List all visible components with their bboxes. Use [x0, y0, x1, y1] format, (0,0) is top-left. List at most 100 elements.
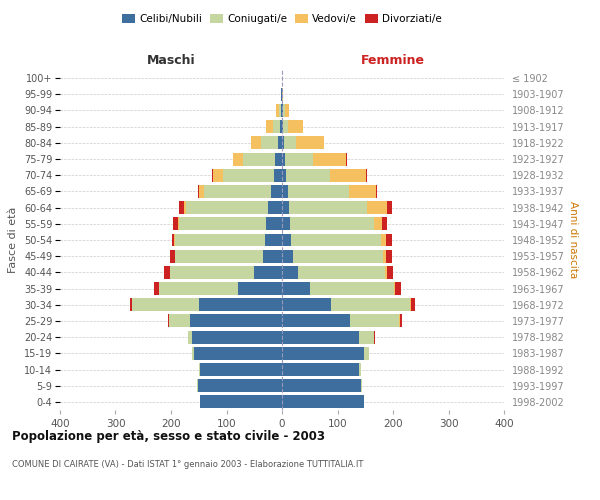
Bar	[197, 379, 282, 392]
Bar	[266, 218, 282, 230]
Bar	[159, 282, 238, 295]
Bar	[175, 234, 265, 246]
Text: Maschi: Maschi	[146, 54, 196, 67]
Bar	[200, 396, 282, 408]
Bar	[197, 185, 199, 198]
Bar	[184, 201, 186, 214]
Bar	[192, 347, 194, 360]
Bar	[361, 379, 362, 392]
Bar	[282, 88, 283, 101]
Bar	[212, 169, 223, 181]
Bar	[282, 169, 286, 181]
Bar	[238, 282, 282, 295]
Bar	[186, 201, 268, 214]
Bar	[199, 298, 282, 311]
Bar	[223, 169, 274, 181]
Bar	[282, 234, 291, 246]
Bar	[298, 266, 385, 279]
Bar	[233, 152, 243, 166]
Bar	[199, 185, 204, 198]
Bar	[364, 347, 368, 360]
Bar	[281, 104, 282, 117]
Bar	[265, 234, 282, 246]
Bar	[291, 234, 381, 246]
Bar	[243, 152, 275, 166]
Bar	[395, 282, 401, 295]
Bar	[287, 120, 303, 133]
Bar	[278, 104, 281, 117]
Bar	[376, 185, 377, 198]
Bar	[331, 298, 410, 311]
Bar	[262, 136, 278, 149]
Bar	[282, 282, 310, 295]
Text: Popolazione per età, sesso e stato civile - 2003: Popolazione per età, sesso e stato civil…	[12, 430, 325, 443]
Bar	[170, 266, 254, 279]
Bar	[190, 314, 282, 328]
Bar	[346, 152, 347, 166]
Bar	[411, 298, 415, 311]
Bar	[286, 152, 313, 166]
Bar	[359, 330, 374, 344]
Bar	[132, 298, 199, 311]
Bar	[367, 201, 388, 214]
Bar	[254, 266, 282, 279]
Bar	[310, 282, 394, 295]
Text: COMUNE DI CAIRATE (VA) - Dati ISTAT 1° gennaio 2003 - Elaborazione TUTTITALIA.IT: COMUNE DI CAIRATE (VA) - Dati ISTAT 1° g…	[12, 460, 364, 469]
Bar	[350, 314, 398, 328]
Bar	[164, 266, 170, 279]
Bar	[400, 314, 402, 328]
Bar	[366, 169, 367, 181]
Bar	[330, 169, 366, 181]
Bar	[374, 330, 375, 344]
Bar	[388, 266, 393, 279]
Bar	[282, 136, 284, 149]
Bar	[282, 104, 283, 117]
Bar	[172, 234, 175, 246]
Bar	[394, 282, 395, 295]
Bar	[386, 234, 392, 246]
Bar	[385, 266, 388, 279]
Bar	[282, 298, 331, 311]
Bar	[289, 201, 367, 214]
Bar	[283, 104, 286, 117]
Bar	[296, 136, 324, 149]
Bar	[251, 136, 262, 149]
Bar	[349, 185, 376, 198]
Bar	[386, 250, 392, 262]
Bar	[382, 218, 388, 230]
Bar	[374, 218, 382, 230]
Bar	[282, 185, 287, 198]
Bar	[282, 396, 364, 408]
Bar	[383, 250, 386, 262]
Bar	[199, 363, 200, 376]
Bar	[179, 218, 266, 230]
Y-axis label: Fasce di età: Fasce di età	[8, 207, 19, 273]
Bar	[168, 314, 169, 328]
Text: Femmine: Femmine	[361, 54, 425, 67]
Bar	[278, 136, 282, 149]
Bar	[277, 104, 278, 117]
Bar	[154, 282, 159, 295]
Bar	[192, 330, 282, 344]
Bar	[282, 152, 286, 166]
Bar	[268, 201, 282, 214]
Bar	[381, 234, 386, 246]
Bar	[200, 363, 282, 376]
Bar	[388, 201, 392, 214]
Bar	[263, 250, 282, 262]
Bar	[293, 250, 383, 262]
Bar	[282, 379, 361, 392]
Bar	[282, 201, 289, 214]
Bar	[280, 120, 282, 133]
Bar	[275, 152, 282, 166]
Bar	[178, 218, 179, 230]
Bar	[130, 298, 132, 311]
Legend: Celibi/Nubili, Coniugati/e, Vedovi/e, Divorziati/e: Celibi/Nubili, Coniugati/e, Vedovi/e, Di…	[118, 10, 446, 29]
Bar	[359, 363, 361, 376]
Bar	[282, 330, 359, 344]
Bar	[284, 136, 296, 149]
Bar	[204, 185, 271, 198]
Bar	[175, 250, 263, 262]
Bar	[410, 298, 411, 311]
Bar	[283, 120, 287, 133]
